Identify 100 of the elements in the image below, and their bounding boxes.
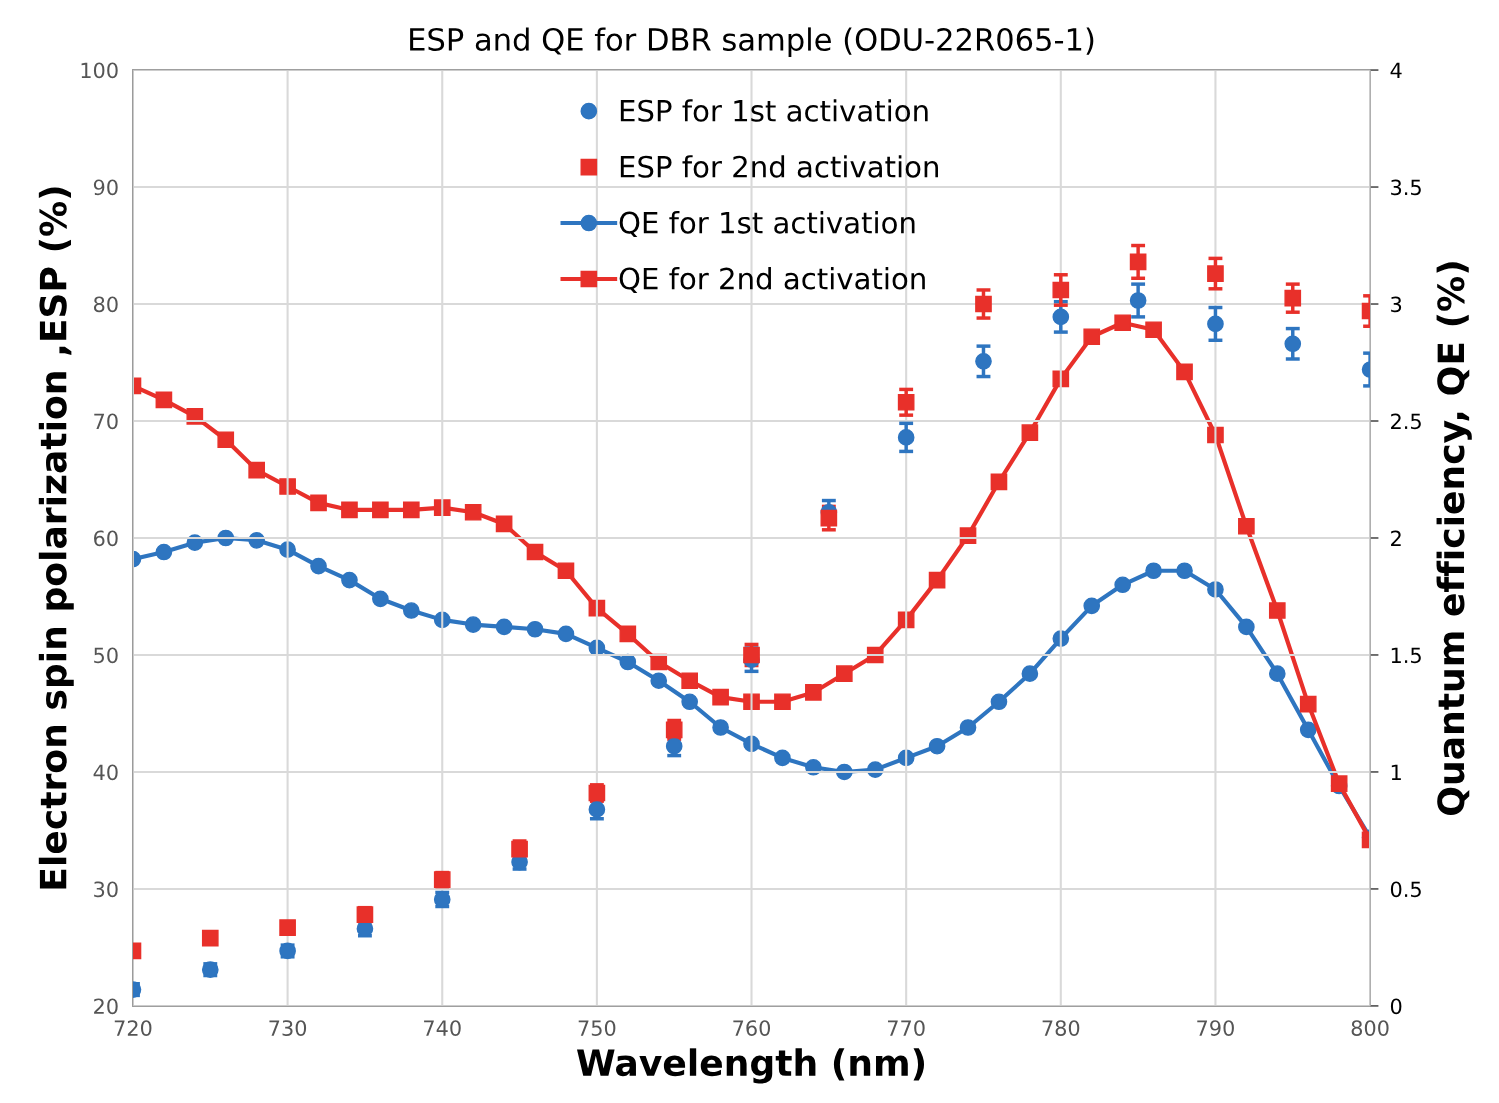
y-tick-label: 50 xyxy=(94,647,118,664)
y2-tick-label: 2.5 xyxy=(1391,413,1421,430)
y-tick-label: 20 xyxy=(94,998,118,1015)
point xyxy=(681,693,699,711)
y2-tick-label: 1.5 xyxy=(1391,647,1421,664)
point xyxy=(1176,363,1193,381)
point xyxy=(1299,721,1317,739)
y-tick-label: 30 xyxy=(94,881,118,898)
point xyxy=(1207,265,1224,282)
point xyxy=(372,501,389,519)
point xyxy=(1083,597,1101,615)
point xyxy=(464,616,482,633)
point xyxy=(820,509,838,527)
point xyxy=(557,562,575,580)
y-tick-label: 40 xyxy=(93,764,118,781)
point xyxy=(402,602,420,619)
x-tick-label: 800 xyxy=(1351,1020,1389,1036)
point xyxy=(1145,562,1162,580)
point xyxy=(155,543,173,561)
point xyxy=(712,688,729,706)
point xyxy=(712,719,729,736)
point xyxy=(743,646,760,664)
x-tick-label: 780 xyxy=(1042,1020,1080,1036)
point xyxy=(835,665,853,683)
point xyxy=(248,461,266,479)
point xyxy=(1052,308,1070,326)
x-tick-label: 790 xyxy=(1197,1020,1234,1036)
y-tick-label: 60 xyxy=(94,530,118,547)
point xyxy=(1114,576,1131,594)
point xyxy=(557,625,575,643)
x-tick-label: 730 xyxy=(269,1020,307,1036)
chart-title: ESP and QE for DBR sample (ODU-22R065-1) xyxy=(410,27,1094,57)
point xyxy=(1052,281,1070,299)
point xyxy=(1021,665,1039,683)
point xyxy=(990,473,1008,491)
point xyxy=(1129,253,1147,271)
x-tick-label: 760 xyxy=(733,1020,771,1036)
point xyxy=(279,478,296,495)
point xyxy=(897,429,915,446)
point xyxy=(341,571,358,589)
x-tick-label: 740 xyxy=(424,1020,461,1036)
y2-tick-label: 0 xyxy=(1390,998,1402,1015)
point xyxy=(650,672,668,690)
point xyxy=(201,929,219,947)
point xyxy=(186,407,204,425)
x-tick-label: 720 xyxy=(114,1020,152,1036)
point xyxy=(975,295,992,313)
point xyxy=(619,653,637,671)
legend-label: QE for 2nd activation xyxy=(619,267,925,293)
point xyxy=(526,620,544,638)
y2-tick-label: 4 xyxy=(1390,62,1402,78)
y-tick-label: 80 xyxy=(93,296,118,313)
x-tick-label: 770 xyxy=(887,1020,925,1036)
point xyxy=(1021,424,1039,442)
point xyxy=(1238,618,1255,636)
point xyxy=(1114,314,1131,332)
y-tick-label: 90 xyxy=(93,179,118,196)
point xyxy=(402,501,420,519)
point xyxy=(1268,665,1286,683)
point xyxy=(1176,562,1193,580)
point xyxy=(526,543,544,561)
point xyxy=(928,571,946,589)
point xyxy=(341,501,358,519)
point xyxy=(1299,695,1317,713)
point xyxy=(310,494,327,512)
legend-label: ESP for 2nd activation xyxy=(620,155,938,178)
legend-label: QE for 1st activation xyxy=(619,211,915,237)
y2-tick-label: 1 xyxy=(1391,764,1401,780)
point xyxy=(959,719,977,736)
point xyxy=(464,503,482,521)
point xyxy=(155,391,173,409)
x-axis-title: Wavelength (nm) xyxy=(576,1048,925,1084)
point xyxy=(1284,289,1302,307)
point xyxy=(774,693,791,711)
x-tick-label: 750 xyxy=(578,1020,616,1036)
point xyxy=(372,590,389,608)
point xyxy=(619,625,637,643)
legend-label: ESP for 1st activation xyxy=(620,99,928,122)
y2-axis-title: Quantum efficiency, QE (%) xyxy=(1436,262,1472,815)
y-tick-label: 70 xyxy=(94,413,118,430)
point xyxy=(495,515,513,533)
point xyxy=(897,393,915,411)
point xyxy=(1268,602,1286,619)
y-axis-title: Electron spin polarization ,ESP (%) xyxy=(38,187,74,889)
point xyxy=(433,499,451,516)
y2-tick-label: 3 xyxy=(1391,296,1402,313)
y-tick-label: 100 xyxy=(81,62,118,79)
y2-tick-label: 0.5 xyxy=(1390,881,1421,898)
point xyxy=(1207,315,1224,333)
y2-tick-label: 3.5 xyxy=(1391,179,1421,196)
point xyxy=(1284,335,1302,353)
point xyxy=(1129,292,1147,309)
point xyxy=(217,431,235,449)
point xyxy=(681,672,699,690)
point xyxy=(975,353,992,370)
point xyxy=(805,684,822,701)
point xyxy=(495,618,513,636)
point xyxy=(310,557,327,575)
point xyxy=(990,693,1008,711)
point xyxy=(928,737,946,755)
